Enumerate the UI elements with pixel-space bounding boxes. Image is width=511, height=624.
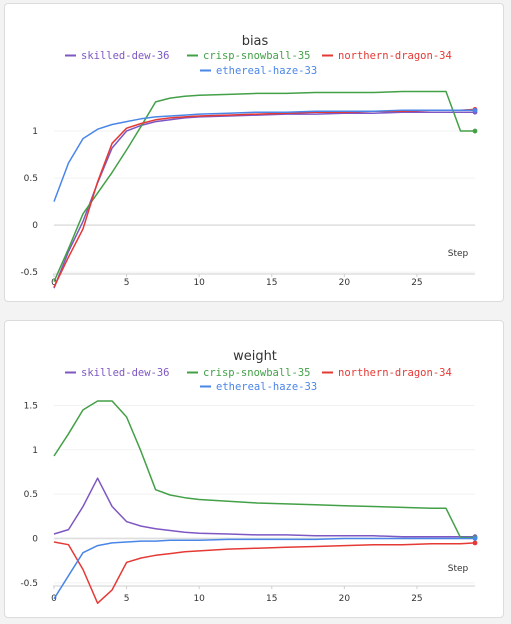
x-tick-label: 25 <box>411 278 422 288</box>
series-line[interactable] <box>53 111 475 289</box>
series-end-point[interactable] <box>472 536 478 541</box>
y-tick-label: -0.5 <box>20 579 38 589</box>
y-tick-label: 0 <box>32 534 38 544</box>
chart-title: bias <box>242 34 269 49</box>
series-end-point[interactable] <box>472 128 478 134</box>
legend-entry[interactable]: crisp-snowball-35 <box>203 50 310 62</box>
x-tick-label: 15 <box>266 278 277 288</box>
x-tick-label: 5 <box>124 278 130 288</box>
x-tick-label: 5 <box>124 594 130 604</box>
series-line[interactable] <box>53 109 475 202</box>
legend-entry[interactable]: ethereal-haze-33 <box>216 381 317 393</box>
x-tick-label: 0 <box>51 278 57 288</box>
y-tick-label: 1 <box>32 127 38 137</box>
series-line[interactable] <box>53 477 475 538</box>
x-axis-label: Step <box>448 564 469 574</box>
series-line[interactable] <box>53 537 475 600</box>
series-end-point[interactable] <box>472 540 478 546</box>
x-tick-label: 25 <box>411 594 422 604</box>
y-tick-label: 1 <box>32 446 38 456</box>
x-axis-label: Step <box>448 249 469 259</box>
x-tick-label: 10 <box>193 278 205 288</box>
x-tick-label: 20 <box>339 594 351 604</box>
legend-entry[interactable]: crisp-snowball-35 <box>203 367 310 379</box>
series-line[interactable] <box>53 90 475 282</box>
legend-entry[interactable]: skilled-dew-36 <box>81 50 170 62</box>
legend-entry[interactable]: northern-dragon-34 <box>338 367 452 379</box>
legend-entry[interactable]: ethereal-haze-33 <box>216 65 317 77</box>
series-line[interactable] <box>53 108 476 288</box>
y-tick-label: -0.5 <box>20 268 38 278</box>
chart-title: weight <box>233 349 277 364</box>
y-tick-label: 0.5 <box>24 174 38 184</box>
series-end-point[interactable] <box>472 107 478 113</box>
y-tick-label: 0.5 <box>24 490 38 500</box>
series-line[interactable] <box>53 400 475 539</box>
x-tick-label: 20 <box>339 278 351 288</box>
x-tick-label: 10 <box>193 594 205 604</box>
series-line[interactable] <box>53 541 476 604</box>
y-tick-label: 1.5 <box>24 401 38 411</box>
bias-chart: bias skilled-dew-36 crisp-snowball-35 north… <box>20 34 478 289</box>
bias-chart-panel: bias skilled-dew-36 crisp-snowball-35 north… <box>4 3 504 302</box>
x-tick-label: 0 <box>51 594 57 604</box>
weight-chart: weight skilled-dew-36 crisp-snowball-35 nor… <box>20 349 478 604</box>
legend-entry[interactable]: skilled-dew-36 <box>81 367 170 379</box>
weight-chart-panel: weight skilled-dew-36 crisp-snowball-35 nor… <box>4 320 504 618</box>
legend-entry[interactable]: northern-dragon-34 <box>338 50 452 62</box>
y-tick-label: 0 <box>32 221 38 231</box>
x-tick-label: 15 <box>266 594 277 604</box>
